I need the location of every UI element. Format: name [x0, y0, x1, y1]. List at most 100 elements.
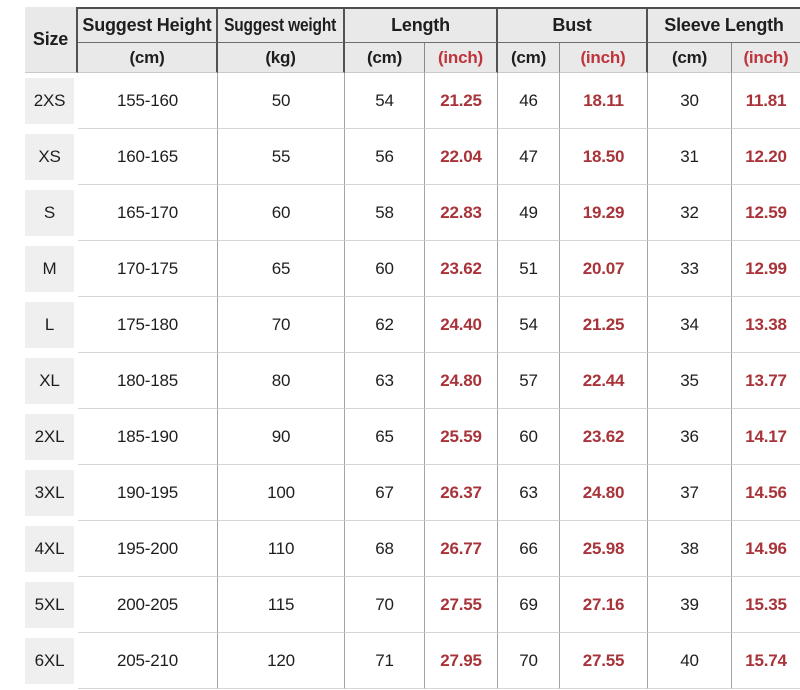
height-cell: 175-180 [78, 297, 218, 353]
sleeve-inch-cell: 12.20 [732, 129, 800, 185]
length-inch-cell: 22.04 [425, 129, 498, 185]
bust-inch-cell: 18.50 [560, 129, 648, 185]
size-cell: 2XL [25, 409, 78, 465]
sleeve-cm-cell: 39 [648, 577, 732, 633]
bust-cm-cell: 63 [498, 465, 560, 521]
suggest-weight-label: Suggest weight [224, 15, 337, 35]
col-header-sleeve-length: Sleeve Length [648, 7, 800, 43]
height-cell: 180-185 [78, 353, 218, 409]
length-inch-cell: 23.62 [425, 241, 498, 297]
bust-cm-cell: 51 [498, 241, 560, 297]
bust-inch-cell: 27.16 [560, 577, 648, 633]
bust-inch-cell: 27.55 [560, 633, 648, 689]
bust-cm-cell: 49 [498, 185, 560, 241]
bust-cm-cell: 54 [498, 297, 560, 353]
size-badge: 3XL [25, 470, 74, 516]
bust-cm-cell: 69 [498, 577, 560, 633]
sleeve-inch-cell: 12.59 [732, 185, 800, 241]
height-cell: 185-190 [78, 409, 218, 465]
bust-inch-cell: 25.98 [560, 521, 648, 577]
weight-cell: 55 [218, 129, 345, 185]
size-cell: 4XL [25, 521, 78, 577]
size-cell: 5XL [25, 577, 78, 633]
bust-cm-cell: 66 [498, 521, 560, 577]
unit-header-sleeve-inch: (inch) [732, 43, 800, 73]
weight-cell: 60 [218, 185, 345, 241]
height-cell: 170-175 [78, 241, 218, 297]
length-inch-cell: 24.40 [425, 297, 498, 353]
size-cell: XL [25, 353, 78, 409]
bust-cm-cell: 47 [498, 129, 560, 185]
sleeve-inch-cell: 14.56 [732, 465, 800, 521]
sleeve-inch-cell: 14.17 [732, 409, 800, 465]
unit-header-sleeve-cm: (cm) [648, 43, 732, 73]
size-cell: 2XS [25, 73, 78, 129]
length-cm-cell: 67 [345, 465, 425, 521]
size-cell: 3XL [25, 465, 78, 521]
size-badge: 4XL [25, 526, 74, 572]
unit-header-height-cm: (cm) [78, 43, 218, 73]
size-badge: XL [25, 358, 74, 404]
height-cell: 165-170 [78, 185, 218, 241]
length-cm-cell: 62 [345, 297, 425, 353]
weight-cell: 100 [218, 465, 345, 521]
col-header-length: Length [345, 7, 498, 43]
height-cell: 155-160 [78, 73, 218, 129]
size-badge: 5XL [25, 582, 74, 628]
bust-inch-cell: 23.62 [560, 409, 648, 465]
weight-cell: 80 [218, 353, 345, 409]
sleeve-cm-cell: 36 [648, 409, 732, 465]
bust-inch-cell: 20.07 [560, 241, 648, 297]
col-header-size: Size [25, 7, 78, 73]
sleeve-inch-cell: 13.77 [732, 353, 800, 409]
weight-cell: 110 [218, 521, 345, 577]
size-cell: 6XL [25, 633, 78, 689]
length-cm-cell: 65 [345, 409, 425, 465]
height-cell: 190-195 [78, 465, 218, 521]
sleeve-cm-cell: 34 [648, 297, 732, 353]
col-header-suggest-weight: Suggest weight [218, 7, 345, 43]
bust-cm-cell: 70 [498, 633, 560, 689]
sleeve-inch-cell: 13.38 [732, 297, 800, 353]
bust-inch-cell: 21.25 [560, 297, 648, 353]
length-cm-cell: 56 [345, 129, 425, 185]
size-badge: L [25, 302, 74, 348]
length-cm-cell: 70 [345, 577, 425, 633]
length-inch-cell: 27.95 [425, 633, 498, 689]
size-cell: S [25, 185, 78, 241]
sleeve-cm-cell: 35 [648, 353, 732, 409]
size-badge: 2XL [25, 414, 74, 460]
weight-cell: 115 [218, 577, 345, 633]
length-inch-cell: 27.55 [425, 577, 498, 633]
sleeve-cm-cell: 33 [648, 241, 732, 297]
size-badge: M [25, 246, 74, 292]
length-inch-cell: 25.59 [425, 409, 498, 465]
weight-cell: 50 [218, 73, 345, 129]
length-inch-cell: 22.83 [425, 185, 498, 241]
sleeve-cm-cell: 31 [648, 129, 732, 185]
size-chart-table: Size Suggest Height Suggest weight Lengt… [25, 7, 800, 689]
length-cm-cell: 58 [345, 185, 425, 241]
size-cell: L [25, 297, 78, 353]
sleeve-inch-cell: 12.99 [732, 241, 800, 297]
sleeve-inch-cell: 15.35 [732, 577, 800, 633]
col-header-suggest-height: Suggest Height [78, 7, 218, 43]
unit-header-weight-kg: (kg) [218, 43, 345, 73]
sleeve-inch-cell: 15.74 [732, 633, 800, 689]
size-badge: 6XL [25, 638, 74, 684]
unit-header-length-cm: (cm) [345, 43, 425, 73]
bust-inch-cell: 19.29 [560, 185, 648, 241]
unit-header-length-inch: (inch) [425, 43, 498, 73]
sleeve-cm-cell: 32 [648, 185, 732, 241]
col-header-bust: Bust [498, 7, 648, 43]
length-inch-cell: 26.37 [425, 465, 498, 521]
size-badge: 2XS [25, 78, 74, 124]
size-cell: M [25, 241, 78, 297]
unit-header-bust-inch: (inch) [560, 43, 648, 73]
length-inch-cell: 21.25 [425, 73, 498, 129]
sleeve-inch-cell: 11.81 [732, 73, 800, 129]
length-inch-cell: 26.77 [425, 521, 498, 577]
size-badge: XS [25, 134, 74, 180]
size-cell: XS [25, 129, 78, 185]
